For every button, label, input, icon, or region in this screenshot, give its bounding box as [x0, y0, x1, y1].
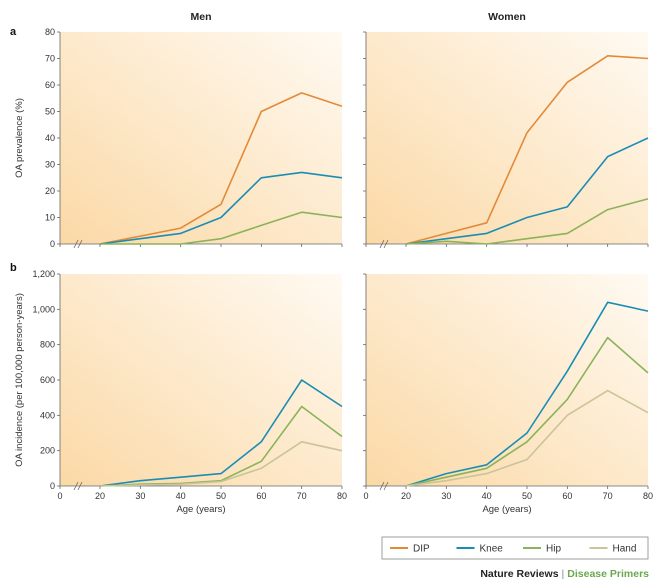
y-tick-label: 600 [40, 375, 55, 385]
y-tick-label: 30 [45, 160, 55, 170]
x-tick-label: 70 [297, 491, 307, 501]
x-tick-label: 80 [337, 491, 347, 501]
chart-panel-b-women: 0 20 30 40 50 60 70 80 Age (years) [363, 273, 653, 515]
credit-separator: | [561, 568, 565, 580]
y-tick-label: 80 [45, 27, 55, 37]
x-tick-label: 70 [603, 491, 613, 501]
y-tick-label: 10 [45, 213, 55, 223]
y-axis-label: OA incidence (per 100,000 person-years) [14, 293, 25, 467]
y-tick-label: 0 [50, 481, 55, 491]
y-tick-label: 70 [45, 54, 55, 64]
plot-background [366, 274, 648, 486]
x-tick-label: 20 [95, 491, 105, 501]
axis-break-mark [383, 239, 389, 249]
x-tick-label: 50 [216, 491, 226, 501]
y-tick-label: 20 [45, 186, 55, 196]
y-tick-label: 50 [45, 107, 55, 117]
axis-break-mark [77, 481, 83, 491]
column-title-women: Women [488, 11, 526, 23]
plot-background [366, 32, 648, 244]
axis-break-mark [73, 239, 79, 249]
x-tick-label: 60 [256, 491, 266, 501]
panel-label-b: b [10, 262, 17, 274]
chart-panel-a-men: 0 10 20 30 40 50 60 70 80 OA prevalence (%) [14, 27, 343, 249]
x-tick-label: 20 [401, 491, 411, 501]
x-tick-label: 40 [176, 491, 186, 501]
series-line-hand [99, 440, 343, 487]
credit-publisher: Nature Reviews [480, 568, 559, 580]
panel-label-a: a [10, 26, 17, 38]
series-line-dip [405, 54, 649, 245]
axis-break-mark [379, 239, 385, 249]
x-axis-label: Age (years) [176, 504, 225, 515]
series-line-knee [405, 137, 649, 245]
column-title-men: Men [191, 11, 212, 23]
axis-break-mark [77, 239, 83, 249]
y-tick-label: 200 [40, 446, 55, 456]
legend-label-knee: Knee [480, 544, 504, 555]
x-tick-label: 0 [57, 491, 62, 501]
chart-panel-a-women [363, 31, 649, 249]
series-line-hip [99, 405, 343, 487]
y-axis-label: OA prevalence (%) [14, 98, 25, 178]
x-tick-label: 30 [135, 491, 145, 501]
plot-background [60, 274, 342, 486]
axis-break-mark [379, 481, 385, 491]
x-tick-label: 50 [522, 491, 532, 501]
x-axis-label: Age (years) [482, 504, 531, 515]
axis-break-mark [73, 481, 79, 491]
y-tick-label: 0 [50, 239, 55, 249]
series-line-knee [405, 301, 649, 487]
legend-label-dip: DIP [413, 544, 430, 555]
series-line-hip [405, 198, 649, 245]
legend-label-hand: Hand [613, 544, 637, 555]
y-tick-label: 1,200 [32, 269, 55, 279]
x-tick-label: 0 [363, 491, 368, 501]
x-tick-label: 40 [482, 491, 492, 501]
series-line-dip [99, 92, 343, 245]
series-line-hip [100, 211, 343, 245]
y-tick-label: 1,000 [32, 304, 55, 314]
plot-background [60, 32, 342, 244]
legend-box [381, 536, 649, 560]
series-line-knee [99, 171, 343, 245]
y-tick-label: 60 [45, 80, 55, 90]
axis-break-mark [383, 481, 389, 491]
series-line-hand [405, 389, 649, 487]
x-tick-label: 30 [441, 491, 451, 501]
x-tick-label: 60 [562, 491, 572, 501]
credit-series: Disease Primers [567, 568, 649, 580]
x-tick-label: 80 [643, 491, 653, 501]
series-line-knee [99, 379, 343, 487]
y-tick-label: 400 [40, 410, 55, 420]
series-line-hip [405, 336, 649, 487]
y-tick-label: 40 [45, 133, 55, 143]
y-tick-label: 800 [40, 340, 55, 350]
chart-panel-b-men: 0 200 400 600 800 1,000 1,200 0 20 30 40 50 60 70 80 OA… [14, 269, 347, 515]
legend-label-hip: Hip [546, 544, 561, 555]
journal-credit: Nature Reviews | Disease Primers [480, 568, 649, 580]
